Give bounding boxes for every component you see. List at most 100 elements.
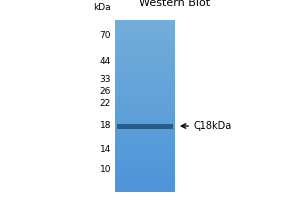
Bar — [115, 121, 175, 122]
Bar — [115, 146, 175, 147]
Bar — [115, 130, 175, 131]
Text: 18: 18 — [100, 121, 111, 130]
Bar — [115, 27, 175, 28]
Bar — [115, 128, 175, 129]
Bar — [115, 166, 175, 167]
Bar — [115, 186, 175, 187]
Bar — [115, 108, 175, 109]
Text: Western Blot: Western Blot — [140, 0, 211, 8]
Bar — [115, 139, 175, 140]
Bar — [115, 184, 175, 185]
Text: 70: 70 — [100, 30, 111, 40]
Bar — [115, 167, 175, 168]
Bar — [115, 72, 175, 73]
Bar — [115, 88, 175, 89]
Bar — [115, 66, 175, 67]
Bar — [115, 40, 175, 41]
Bar — [115, 31, 175, 32]
Bar — [115, 55, 175, 56]
Bar — [115, 95, 175, 96]
Bar — [115, 94, 175, 95]
Bar — [115, 188, 175, 189]
Bar — [115, 75, 175, 76]
Bar — [115, 175, 175, 176]
Bar — [115, 159, 175, 160]
Bar — [115, 24, 175, 25]
Bar — [115, 82, 175, 83]
Bar — [115, 181, 175, 182]
Bar — [115, 171, 175, 172]
Bar — [115, 187, 175, 188]
Bar — [115, 64, 175, 65]
Bar — [115, 69, 175, 70]
Bar — [115, 110, 175, 111]
Bar — [115, 30, 175, 31]
Bar — [115, 123, 175, 124]
Bar — [115, 124, 175, 125]
Bar — [115, 76, 175, 77]
Bar — [115, 178, 175, 179]
Bar — [115, 60, 175, 61]
Bar — [115, 127, 175, 128]
Bar — [115, 25, 175, 26]
Bar — [115, 28, 175, 29]
Bar — [115, 85, 175, 86]
Bar — [115, 51, 175, 52]
Bar — [115, 168, 175, 169]
Bar — [115, 33, 175, 34]
Bar — [115, 54, 175, 55]
Text: ↅ18kDa: ↅ18kDa — [193, 121, 231, 131]
Bar — [115, 150, 175, 151]
Bar — [115, 163, 175, 164]
Bar — [115, 47, 175, 48]
Bar — [115, 148, 175, 149]
Bar — [115, 84, 175, 85]
Bar — [115, 67, 175, 68]
Bar — [115, 162, 175, 163]
Bar — [115, 134, 175, 135]
Bar — [115, 135, 175, 136]
Bar — [115, 118, 175, 119]
Bar — [115, 142, 175, 143]
Bar — [115, 61, 175, 62]
Bar — [115, 158, 175, 159]
Bar — [115, 36, 175, 37]
Text: 22: 22 — [100, 99, 111, 108]
Bar — [115, 48, 175, 49]
Bar — [115, 153, 175, 154]
Bar — [115, 99, 175, 100]
Bar — [115, 29, 175, 30]
Bar — [115, 58, 175, 59]
Bar — [115, 140, 175, 141]
Bar — [115, 179, 175, 180]
Bar — [115, 155, 175, 156]
Bar — [115, 120, 175, 121]
Bar — [115, 46, 175, 47]
Text: 26: 26 — [100, 88, 111, 97]
Bar — [115, 182, 175, 183]
Bar — [115, 125, 175, 126]
Bar — [115, 154, 175, 155]
Bar — [115, 131, 175, 132]
Bar — [115, 97, 175, 98]
Bar — [115, 116, 175, 117]
Bar — [115, 183, 175, 184]
Bar — [115, 83, 175, 84]
Bar — [115, 133, 175, 134]
Bar — [115, 107, 175, 108]
Bar — [115, 22, 175, 23]
Bar — [115, 74, 175, 75]
Bar — [115, 87, 175, 88]
Bar — [115, 81, 175, 82]
Bar — [115, 20, 175, 21]
Bar — [115, 189, 175, 190]
Text: 33: 33 — [100, 74, 111, 84]
Bar — [115, 49, 175, 50]
Bar — [115, 38, 175, 39]
Bar — [115, 106, 175, 107]
Bar — [115, 129, 175, 130]
Bar — [115, 37, 175, 38]
Bar — [115, 169, 175, 170]
Bar — [115, 126, 175, 127]
Bar — [115, 119, 175, 120]
